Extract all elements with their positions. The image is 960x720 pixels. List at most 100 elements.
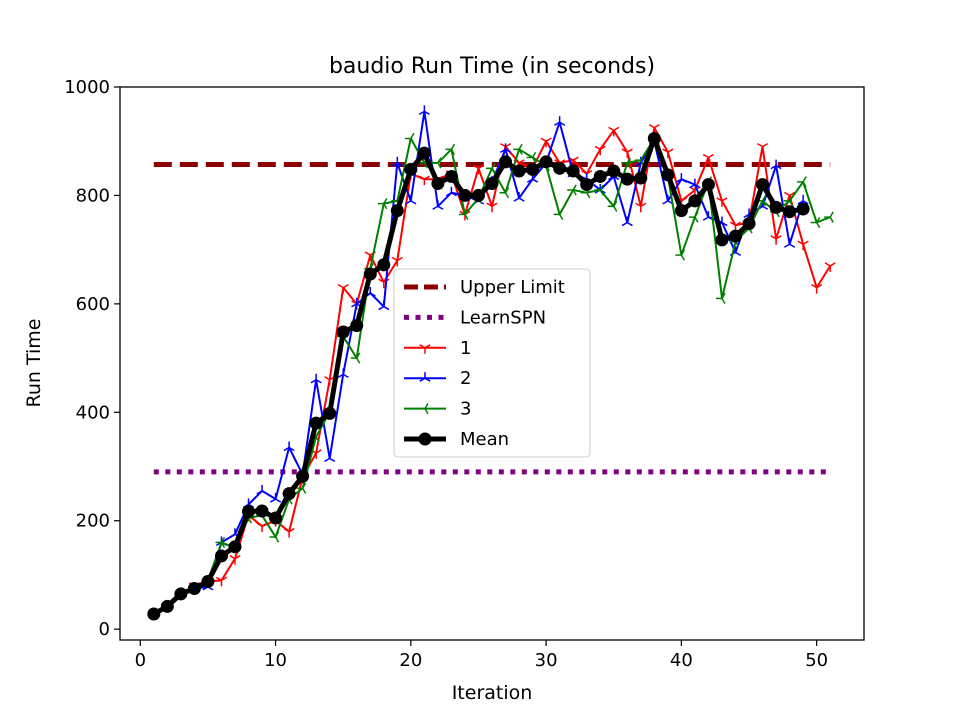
data-point-mean-47 (769, 200, 783, 214)
plot-frame (119, 86, 865, 641)
data-point-mean-10 (269, 511, 283, 525)
data-point-1-7 (229, 555, 241, 565)
data-point-mean-24 (458, 188, 472, 202)
data-point-3-34 (594, 184, 604, 196)
data-point-mean-12 (296, 469, 310, 483)
legend-marker-3 (419, 403, 429, 415)
legend-label-mean: Mean (460, 429, 509, 450)
data-point-3-18 (377, 197, 388, 210)
data-point-mean-15 (336, 325, 350, 339)
data-point-mean-26 (485, 177, 499, 191)
axes-layer: 0 10 20 30 40 50 0 200 400 600 800 1000 (64, 77, 828, 671)
x-tick-label-40: 40 (670, 650, 693, 671)
data-point-3-41 (688, 211, 699, 223)
legend-entry-2: 2 (404, 368, 471, 389)
legend-label-1: 1 (460, 338, 471, 359)
data-point-mean-3 (174, 587, 188, 601)
data-point-mean-42 (701, 178, 715, 192)
data-point-2-40 (675, 173, 687, 183)
x-tick-label-0: 0 (135, 650, 146, 671)
data-point-mean-14 (323, 406, 337, 420)
data-point-1-21 (418, 175, 430, 186)
data-point-mean-8 (242, 505, 256, 519)
data-point-mean-45 (742, 217, 756, 231)
data-point-mean-7 (228, 540, 242, 554)
y-tick-label-0: 0 (99, 619, 110, 640)
data-point-1-25 (472, 164, 485, 175)
data-point-mean-34 (593, 169, 607, 183)
legend-marker-2 (419, 372, 431, 382)
data-point-1-43 (716, 197, 728, 207)
legend-label-learnspn: LearnSPN (460, 307, 546, 328)
y-tick-label-800: 800 (76, 185, 110, 206)
legend-label-3: 3 (460, 399, 471, 420)
y-tick-label-200: 200 (76, 511, 110, 532)
data-point-mean-36 (620, 172, 634, 186)
data-point-2-31 (554, 116, 566, 126)
data-point-mean-40 (674, 204, 688, 218)
data-point-3-10 (269, 531, 280, 543)
data-point-mean-39 (661, 168, 675, 182)
legend-entry-learnspn: LearnSPN (404, 307, 546, 328)
data-point-2-19 (391, 156, 403, 167)
data-point-2-27 (499, 143, 512, 153)
legend-entry-upper-limit: Upper Limit (404, 277, 565, 298)
data-point-3-27 (499, 187, 510, 199)
data-point-3-23 (445, 143, 456, 155)
legend-marker-1 (419, 344, 431, 354)
data-point-3-48 (783, 195, 794, 207)
data-point-mean-43 (715, 233, 729, 247)
data-point-2-13 (310, 373, 322, 384)
data-point-mean-19 (390, 204, 404, 218)
data-point-mean-44 (728, 229, 742, 243)
data-point-2-28 (513, 192, 525, 202)
data-point-2-49 (797, 194, 809, 205)
legend-entry-1: 1 (404, 338, 471, 359)
legend-entry-3: 3 (404, 399, 471, 420)
data-point-1-42 (702, 153, 715, 164)
data-point-mean-30 (539, 155, 553, 169)
y-tick-label-400: 400 (76, 402, 110, 423)
y-axis-title: Run Time (23, 319, 45, 408)
data-point-mean-16 (350, 319, 364, 333)
data-point-2-36 (621, 216, 633, 227)
data-point-3-24 (458, 208, 469, 220)
data-point-1-51 (824, 262, 836, 272)
data-point-1-30 (540, 137, 552, 148)
data-point-mean-28 (512, 164, 526, 178)
legend-marker-mean (418, 432, 432, 446)
data-point-3-29 (526, 151, 537, 164)
data-point-1-50 (811, 283, 823, 294)
data-point-2-41 (689, 178, 701, 189)
data-point-2-14 (324, 452, 336, 463)
data-point-2-22 (432, 200, 444, 210)
plot-layer (147, 105, 836, 621)
data-point-2-47 (770, 159, 782, 170)
x-axis-title: Iteration (452, 682, 533, 704)
data-point-mean-18 (377, 258, 391, 272)
x-tick-label-30: 30 (535, 650, 558, 671)
data-point-1-47 (770, 235, 782, 245)
series-mean (147, 132, 810, 621)
data-point-3-43 (715, 292, 726, 305)
data-point-1-49 (797, 240, 809, 251)
data-point-2-9 (256, 484, 268, 495)
data-point-1-35 (608, 126, 620, 137)
data-point-mean-32 (566, 164, 580, 178)
x-tick-label-50: 50 (805, 650, 828, 671)
chart-title: baudio Run Time (in seconds) (329, 54, 655, 79)
data-point-mean-31 (553, 161, 567, 175)
data-point-2-15 (337, 368, 349, 378)
legend-entry-mean: Mean (404, 429, 509, 450)
data-point-3-32 (567, 184, 577, 196)
data-point-mean-38 (647, 132, 661, 146)
data-point-mean-2 (160, 599, 174, 613)
data-point-mean-46 (756, 178, 770, 192)
data-point-1-15 (337, 283, 349, 294)
data-point-3-50 (810, 216, 821, 229)
x-tick-label-20: 20 (399, 650, 422, 671)
data-point-2-21 (418, 105, 430, 116)
data-point-mean-9 (255, 504, 269, 518)
data-point-1-46 (756, 142, 769, 153)
